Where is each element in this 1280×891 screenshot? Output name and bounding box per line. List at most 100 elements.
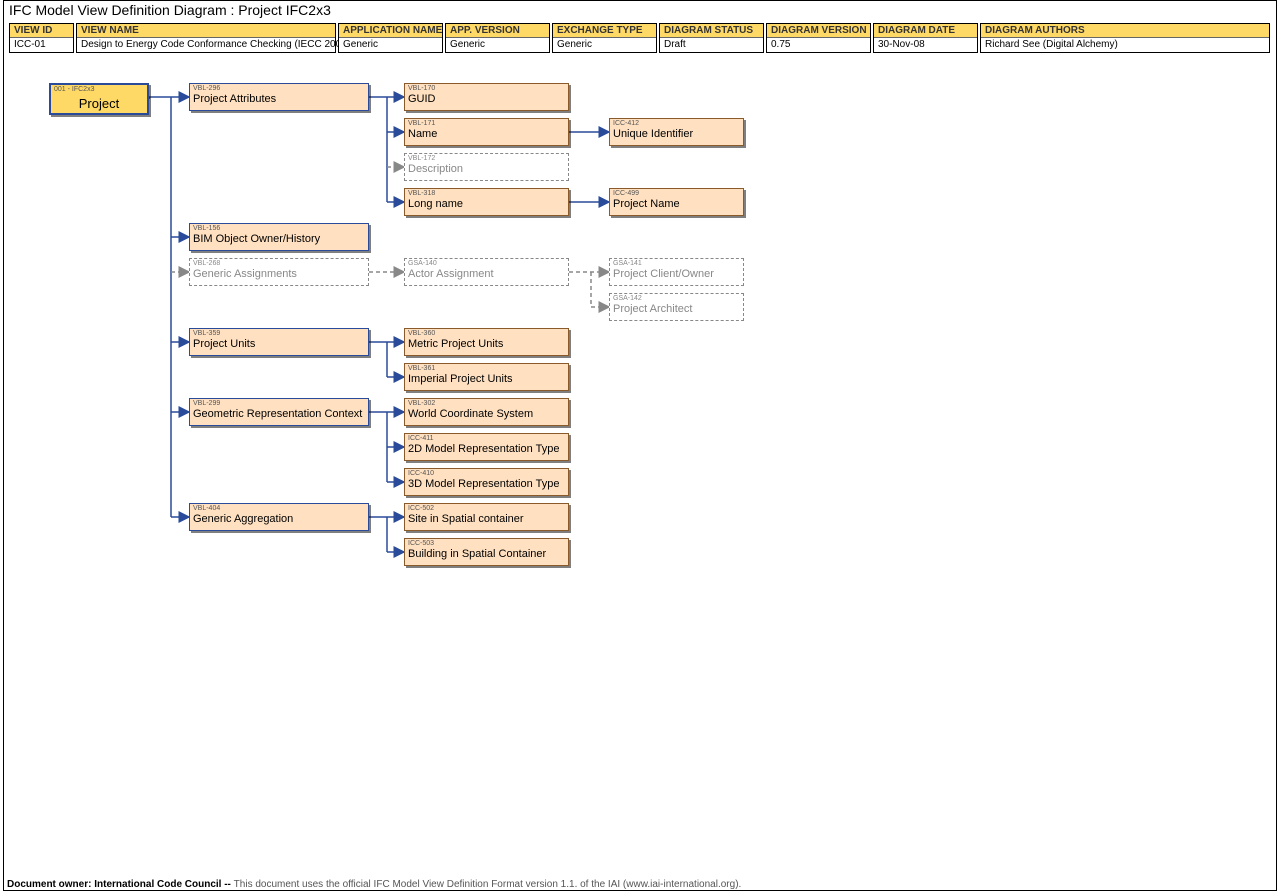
node-label: Name [405, 128, 568, 143]
header-col-0: VIEW IDICC-01 [9, 23, 74, 53]
node-label: Project Name [610, 198, 743, 213]
node-code: ICC-499 [610, 189, 743, 198]
node-pname: ICC-499Project Name [609, 188, 744, 216]
node-label: Actor Assignment [405, 268, 568, 283]
node-label: Site in Spatial container [405, 513, 568, 528]
node-code: GSA-140 [405, 259, 568, 268]
header-name: DIAGRAM AUTHORS [981, 24, 1269, 38]
node-label: Metric Project Units [405, 338, 568, 353]
node-guid: VBL-170GUID [404, 83, 569, 111]
header-name: DIAGRAM VERSION [767, 24, 870, 38]
header-name: APP. VERSION [446, 24, 549, 38]
node-bldg: ICC-503Building in Spatial Container [404, 538, 569, 566]
node-label: Imperial Project Units [405, 373, 568, 388]
header-name: VIEW NAME [77, 24, 335, 38]
footer-text: Document owner: International Code Counc… [7, 879, 741, 890]
node-code: 001 - IFC2x3 [51, 85, 147, 94]
diagram-canvas: 001 - IFC2x3Project VBL-296Project Attrib… [4, 61, 1276, 876]
node-code: VBL-299 [190, 399, 368, 408]
node-code: ICC-412 [610, 119, 743, 128]
header-col-1: VIEW NAMEDesign to Energy Code Conforman… [76, 23, 336, 53]
node-code: ICC-411 [405, 434, 568, 443]
node-label: Project [51, 94, 147, 115]
node-2d: ICC-4112D Model Representation Type [404, 433, 569, 461]
node-label: Description [405, 163, 568, 178]
node-label: 2D Model Representation Type [405, 443, 568, 458]
node-code: VBL-359 [190, 329, 368, 338]
node-code: VBL-302 [405, 399, 568, 408]
node-geomctx: VBL-299Geometric Representation Context [189, 398, 369, 426]
node-code: VBL-296 [190, 84, 368, 93]
node-code: GSA-142 [610, 294, 743, 303]
diagram-title: IFC Model View Definition Diagram : Proj… [9, 2, 331, 18]
node-uid: ICC-412Unique Identifier [609, 118, 744, 146]
header-name: EXCHANGE TYPE [553, 24, 656, 38]
node-name: VBL-171Name [404, 118, 569, 146]
node-3d: ICC-4103D Model Representation Type [404, 468, 569, 496]
footer-owner: Document owner: International Code Counc… [7, 879, 234, 890]
header-value: Richard See (Digital Alchemy) [981, 38, 1269, 52]
header-col-5: DIAGRAM STATUSDraft [659, 23, 764, 53]
header-name: APPLICATION NAME [339, 24, 442, 38]
node-longname: VBL-318Long name [404, 188, 569, 216]
header-col-6: DIAGRAM VERSION0.75 [766, 23, 871, 53]
node-label: BIM Object Owner/History [190, 233, 368, 248]
header-col-8: DIAGRAM AUTHORSRichard See (Digital Alch… [980, 23, 1270, 53]
node-genassign: VBL-268Generic Assignments [189, 258, 369, 286]
node-projattr: VBL-296Project Attributes [189, 83, 369, 111]
header-value: Draft [660, 38, 763, 52]
node-label: Generic Aggregation [190, 513, 368, 528]
node-metric: VBL-360Metric Project Units [404, 328, 569, 356]
node-label: Project Client/Owner [610, 268, 743, 283]
header-col-7: DIAGRAM DATE30-Nov-08 [873, 23, 978, 53]
header-value: Design to Energy Code Conformance Checki… [77, 38, 335, 52]
node-label: Project Units [190, 338, 368, 353]
node-wcs: VBL-302World Coordinate System [404, 398, 569, 426]
node-parch: GSA-142Project Architect [609, 293, 744, 321]
node-bim: VBL-156BIM Object Owner/History [189, 223, 369, 251]
node-label: Long name [405, 198, 568, 213]
node-code: GSA-141 [610, 259, 743, 268]
node-root: 001 - IFC2x3Project [49, 83, 149, 115]
header-value: ICC-01 [10, 38, 73, 52]
node-pclient: GSA-141Project Client/Owner [609, 258, 744, 286]
node-code: ICC-503 [405, 539, 568, 548]
header-value: 0.75 [767, 38, 870, 52]
node-code: VBL-360 [405, 329, 568, 338]
header-name: DIAGRAM STATUS [660, 24, 763, 38]
node-code: VBL-172 [405, 154, 568, 163]
node-imperial: VBL-361Imperial Project Units [404, 363, 569, 391]
node-label: Project Attributes [190, 93, 368, 108]
header-name: DIAGRAM DATE [874, 24, 977, 38]
node-label: Unique Identifier [610, 128, 743, 143]
node-code: VBL-156 [190, 224, 368, 233]
header-col-4: EXCHANGE TYPEGeneric [552, 23, 657, 53]
node-genagg: VBL-404Generic Aggregation [189, 503, 369, 531]
node-label: Building in Spatial Container [405, 548, 568, 563]
node-code: VBL-268 [190, 259, 368, 268]
node-code: VBL-318 [405, 189, 568, 198]
node-code: VBL-361 [405, 364, 568, 373]
header-value: Generic [339, 38, 442, 52]
node-code: VBL-170 [405, 84, 568, 93]
node-actor: GSA-140Actor Assignment [404, 258, 569, 286]
connector-layer [4, 61, 1276, 876]
header-value: Generic [553, 38, 656, 52]
header-value: 30-Nov-08 [874, 38, 977, 52]
node-code: VBL-171 [405, 119, 568, 128]
node-label: 3D Model Representation Type [405, 478, 568, 493]
node-desc: VBL-172Description [404, 153, 569, 181]
node-code: ICC-502 [405, 504, 568, 513]
node-label: World Coordinate System [405, 408, 568, 423]
node-label: Project Architect [610, 303, 743, 318]
header-table: VIEW IDICC-01VIEW NAMEDesign to Energy C… [9, 23, 1271, 53]
node-punits: VBL-359Project Units [189, 328, 369, 356]
node-label: Generic Assignments [190, 268, 368, 283]
header-col-3: APP. VERSIONGeneric [445, 23, 550, 53]
node-label: Geometric Representation Context [190, 408, 368, 423]
diagram-frame: IFC Model View Definition Diagram : Proj… [3, 0, 1277, 891]
node-code: ICC-410 [405, 469, 568, 478]
node-site: ICC-502Site in Spatial container [404, 503, 569, 531]
node-label: GUID [405, 93, 568, 108]
header-value: Generic [446, 38, 549, 52]
